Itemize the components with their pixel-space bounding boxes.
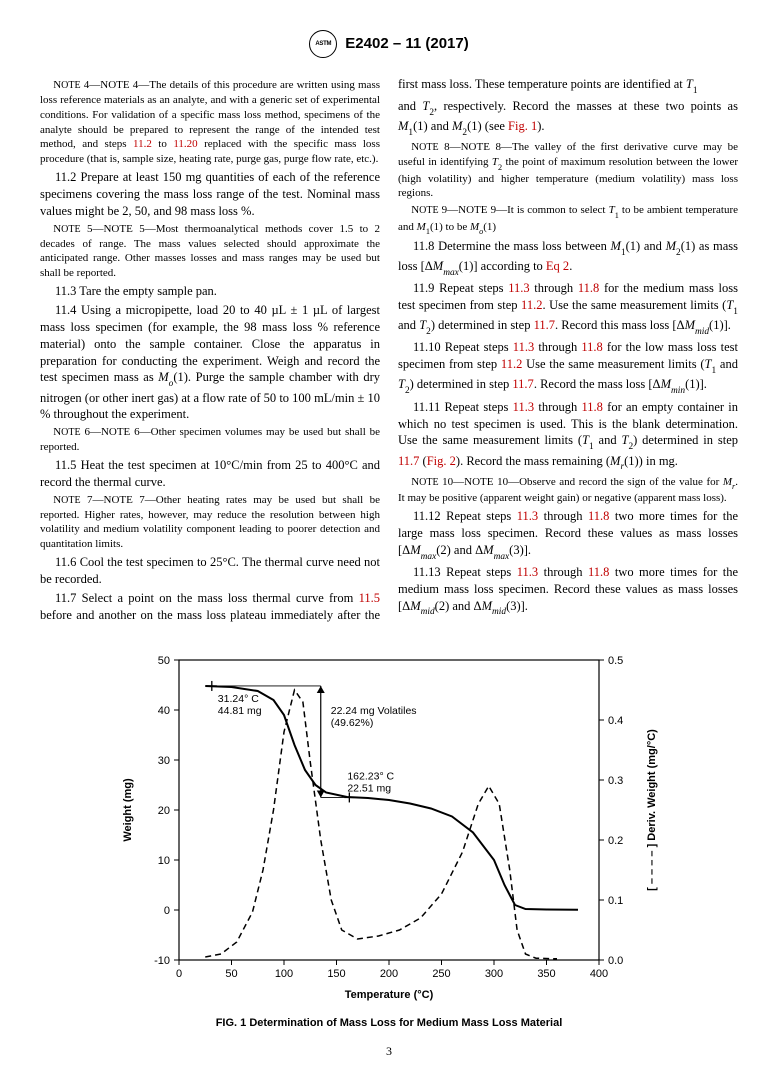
note-5: NOTE 5—NOTE 5—Most thermoanalytical meth… (40, 222, 380, 281)
link-11-2: 11.2 (133, 138, 152, 150)
para-11-10: 11.10 Repeat steps 11.3 through 11.8 for… (398, 339, 738, 396)
svg-text:[ – – – – ] Deriv. Weight (mg/: [ – – – – ] Deriv. Weight (mg/°C) (646, 728, 658, 890)
link-11-20: 11.20 (173, 138, 197, 150)
note-4: NOTE 4—NOTE 4—The details of this proced… (40, 78, 380, 167)
svg-text:22.51 mg: 22.51 mg (347, 782, 391, 794)
para-11-8: 11.8 Determine the mass loss between M1(… (398, 238, 738, 278)
para-11-4: 11.4 Using a micropipette, load 20 to 40… (40, 302, 380, 423)
astm-logo: ASTM (309, 30, 337, 58)
figure-1: 0 50 100 150 200 250 300 350 400 -10 0 10 20 30 40 50 0.… (40, 640, 738, 1031)
svg-text:150: 150 (327, 968, 345, 980)
note-8: NOTE 8—NOTE 8—The valley of the first de… (398, 140, 738, 201)
svg-text:40: 40 (158, 705, 170, 717)
para-11-11: 11.11 Repeat steps 11.3 through 11.8 for… (398, 399, 738, 473)
svg-text:300: 300 (485, 968, 503, 980)
svg-text:0.4: 0.4 (608, 715, 623, 727)
note-7: NOTE 7—NOTE 7—Other heating rates may be… (40, 493, 380, 552)
svg-text:0.5: 0.5 (608, 655, 623, 667)
para-11-13: 11.13 Repeat steps 11.3 through 11.8 two… (398, 564, 738, 618)
para-11-6: 11.6 Cool the test specimen to 25°C. The… (40, 554, 380, 588)
svg-text:200: 200 (380, 968, 398, 980)
doc-header: ASTM E2402 – 11 (2017) (40, 30, 738, 58)
link-eq-2: Eq 2 (546, 259, 569, 273)
svg-text:0.2: 0.2 (608, 835, 623, 847)
para-11-12: 11.12 Repeat steps 11.3 through 11.8 two… (398, 508, 738, 562)
svg-text:(49.62%): (49.62%) (331, 717, 374, 729)
para-11-9: 11.9 Repeat steps 11.3 through 11.8 for … (398, 280, 738, 337)
page-number: 3 (40, 1043, 738, 1059)
svg-text:0.1: 0.1 (608, 895, 623, 907)
link-11-5: 11.5 (359, 591, 380, 605)
svg-text:0.3: 0.3 (608, 775, 623, 787)
svg-text:Weight (mg): Weight (mg) (122, 778, 134, 842)
svg-text:100: 100 (275, 968, 293, 980)
svg-text:0: 0 (176, 968, 182, 980)
para-11-7-cont: and T2, respectively. Record the masses … (398, 98, 738, 138)
svg-text:20: 20 (158, 805, 170, 817)
para-11-5: 11.5 Heat the test specimen at 10°C/min … (40, 457, 380, 491)
note-6: NOTE 6—NOTE 6—Other specimen volumes may… (40, 425, 380, 455)
svg-text:22.24 mg Volatiles: 22.24 mg Volatiles (331, 705, 417, 717)
figure-caption: FIG. 1 Determination of Mass Loss for Me… (40, 1016, 738, 1031)
note-9: NOTE 9—NOTE 9—It is common to select T1 … (398, 203, 738, 236)
svg-text:0: 0 (164, 905, 170, 917)
svg-text:350: 350 (537, 968, 555, 980)
svg-text:30: 30 (158, 755, 170, 767)
svg-text:250: 250 (432, 968, 450, 980)
svg-text:44.81 mg: 44.81 mg (218, 705, 262, 717)
svg-text:31.24° C: 31.24° C (218, 693, 259, 705)
note-10: NOTE 10—NOTE 10—Observe and record the s… (398, 475, 738, 506)
para-11-3: 11.3 Tare the empty sample pan. (40, 283, 380, 300)
para-11-2: 11.2 Prepare at least 150 mg quantities … (40, 169, 380, 220)
svg-text:10: 10 (158, 855, 170, 867)
svg-text:162.23° C: 162.23° C (347, 770, 394, 782)
svg-text:Temperature (°C): Temperature (°C) (345, 989, 434, 1001)
svg-text:-10: -10 (154, 955, 170, 967)
svg-text:0.0: 0.0 (608, 955, 623, 967)
link-fig-1: Fig. 1 (508, 119, 537, 133)
chart-svg: 0 50 100 150 200 250 300 350 400 -10 0 10 20 30 40 50 0.… (109, 640, 669, 1010)
svg-text:50: 50 (225, 968, 237, 980)
designation: E2402 – 11 (2017) (345, 34, 468, 54)
link-fig-2: Fig. 2 (427, 454, 456, 468)
svg-text:50: 50 (158, 655, 170, 667)
body-columns: NOTE 4—NOTE 4—The details of this proced… (40, 76, 738, 624)
svg-text:400: 400 (590, 968, 608, 980)
